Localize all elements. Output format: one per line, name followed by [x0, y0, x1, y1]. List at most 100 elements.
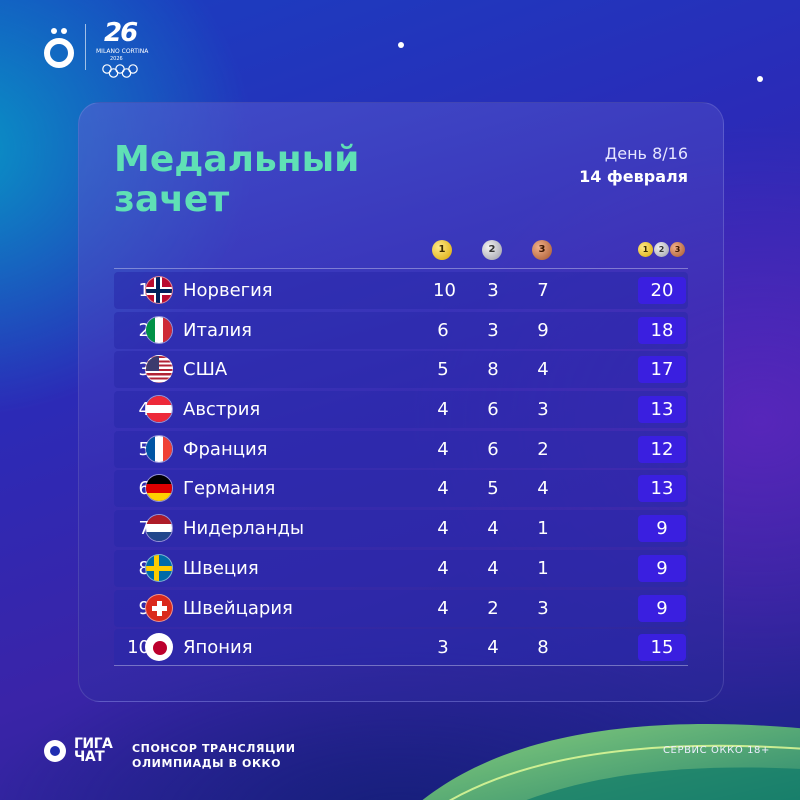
bronze-count: 4: [537, 359, 549, 381]
bronze-count: 3: [537, 399, 549, 421]
bronze-count: 1: [537, 518, 549, 540]
france-flag-icon: [145, 434, 173, 463]
gold-count: 5: [437, 359, 449, 381]
silver-count: 6: [487, 399, 499, 421]
total-count: 9: [638, 515, 686, 543]
gold-count: 6: [437, 319, 449, 341]
silver-count: 4: [487, 637, 499, 659]
rank: 1: [139, 280, 150, 301]
total-count: 18: [638, 316, 686, 344]
total-count: 13: [638, 396, 686, 424]
gold-count: 4: [437, 478, 449, 500]
total-count: 20: [638, 277, 686, 304]
total-count: 9: [638, 554, 686, 582]
bronze-count: 9: [537, 319, 549, 341]
table-row: 8 Швеция 4 4 1 9: [114, 549, 688, 587]
table-row: 10 Япония 3 4 8 15: [114, 629, 688, 667]
total-count: 15: [638, 634, 686, 662]
title-line-1: Медальный: [114, 139, 360, 180]
table-row: 6 Германия 4 5 4 13: [114, 470, 688, 508]
gold-count: 4: [437, 438, 449, 460]
gigachat-icon: [44, 740, 66, 762]
country-name: Швеция: [183, 557, 259, 579]
silver-count: 3: [487, 319, 499, 341]
usa-flag-icon: [145, 355, 173, 384]
netherlands-flag-icon: [145, 514, 173, 543]
olympic-logo-text: MILANO CORTINA: [96, 48, 149, 55]
total-bronze-icon: 3: [670, 242, 685, 257]
okko-logo: [44, 24, 74, 68]
gold-count: 4: [437, 597, 449, 619]
country-name: Италия: [183, 319, 253, 341]
total-count: 13: [638, 475, 686, 503]
day-info: День 8/16 14 февраля: [579, 144, 688, 186]
silver-medal-icon: 2: [482, 240, 502, 260]
table-row: 7 Нидерланды 4 4 1 9: [114, 510, 688, 548]
bronze-count: 1: [537, 557, 549, 579]
silver-count: 3: [487, 280, 499, 301]
title-line-2: зачет: [114, 179, 230, 220]
switzerland-flag-icon: [145, 593, 173, 622]
table-row: 1 Норвегия 10 3 7 20: [114, 272, 688, 309]
sweden-flag-icon: [145, 553, 173, 582]
sponsor-line-1: СПОНСОР ТРАНСЛЯЦИИ: [132, 742, 296, 755]
rank: 9: [139, 598, 150, 619]
italy-flag-icon: [145, 315, 173, 344]
bronze-medal-icon: 3: [532, 240, 552, 260]
silver-count: 8: [487, 359, 499, 381]
olympic-logo-year: 2026: [110, 56, 123, 62]
bronze-count: 8: [537, 637, 549, 659]
silver-count: 4: [487, 557, 499, 579]
bronze-count: 2: [537, 438, 549, 460]
total-count: 9: [638, 594, 686, 622]
sponsor-line-2: ОЛИМПИАДЫ В ОККО: [132, 757, 282, 770]
service-age-rating: СЕРВИС ОККО 18+: [662, 745, 770, 756]
gold-count: 10: [433, 280, 456, 301]
day-date: 14 февраля: [579, 167, 688, 186]
bronze-count: 4: [537, 478, 549, 500]
austria-flag-icon: [145, 395, 173, 424]
country-name: Норвегия: [183, 280, 273, 301]
bronze-count: 7: [537, 280, 549, 301]
logo-divider: [85, 24, 86, 70]
total-gold-icon: 1: [638, 242, 653, 257]
japan-flag-icon: [145, 633, 173, 662]
table-header-divider: [114, 268, 688, 269]
olympic-rings-icon: [102, 64, 138, 78]
gigachat-wordmark: ГИГА ЧАТ: [74, 737, 113, 765]
table-row: 2 Италия 6 3 9 18: [114, 311, 688, 349]
table-row: 4 Австрия 4 6 3 13: [114, 391, 688, 429]
rank: 2: [138, 319, 150, 341]
day-counter: День 8/16: [604, 144, 688, 163]
gold-count: 4: [437, 399, 449, 421]
silver-count: 4: [487, 518, 499, 540]
rank: 3: [139, 359, 150, 380]
gigachat-logo: ГИГА ЧАТ: [44, 737, 113, 765]
gold-count: 3: [437, 637, 449, 659]
country-name: Австрия: [183, 399, 261, 421]
total-silver-icon: 2: [654, 242, 669, 257]
silver-count: 2: [487, 597, 499, 619]
olympic-logo-number: 26: [104, 18, 138, 48]
country-name: Франция: [183, 438, 268, 460]
country-name: Швейцария: [183, 597, 293, 619]
table-row: 5 Франция 4 6 2 12: [114, 430, 688, 468]
gold-count: 4: [437, 557, 449, 579]
page-title: Медальный зачет: [114, 140, 414, 220]
norway-flag-icon: [145, 276, 173, 304]
rank: 4: [138, 399, 150, 421]
gigachat-line-2: ЧАТ: [74, 749, 105, 765]
country-name: Япония: [183, 637, 253, 659]
total-count: 12: [638, 435, 686, 463]
medal-table: 1 Норвегия 10 3 7 20 2 Италия 6 3 9 18 3…: [114, 272, 688, 669]
rank: 8: [139, 558, 150, 579]
table-row: 3 США 5 8 4 17: [114, 351, 688, 389]
silver-count: 6: [487, 438, 499, 460]
silver-count: 5: [487, 478, 499, 500]
table-footer-divider: [114, 665, 688, 666]
sponsor-text: СПОНСОР ТРАНСЛЯЦИИ ОЛИМПИАДЫ В ОККО: [132, 741, 296, 771]
country-name: США: [183, 359, 228, 381]
decor-wave: [422, 724, 800, 800]
rank: 5: [138, 438, 150, 460]
bronze-count: 3: [537, 597, 549, 619]
